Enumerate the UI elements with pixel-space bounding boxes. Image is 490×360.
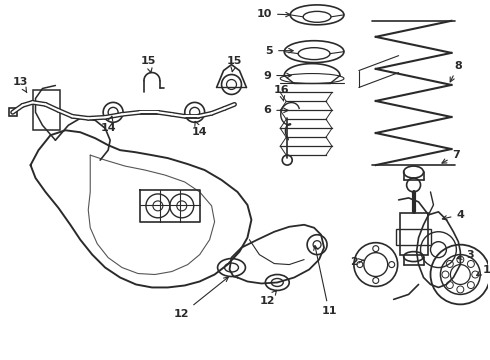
Bar <box>32 90 60 130</box>
Text: 14: 14 <box>192 121 207 137</box>
Bar <box>9 108 17 116</box>
Text: 3: 3 <box>457 249 474 260</box>
Text: 13: 13 <box>13 77 28 93</box>
Text: 4: 4 <box>442 210 465 220</box>
Text: 15: 15 <box>140 55 156 73</box>
Text: 15: 15 <box>227 55 242 72</box>
Text: 9: 9 <box>264 71 291 81</box>
Text: 14: 14 <box>100 116 116 133</box>
Text: 5: 5 <box>266 46 293 56</box>
Text: 10: 10 <box>257 9 290 19</box>
Text: 16: 16 <box>273 85 289 101</box>
Text: 6: 6 <box>264 105 288 115</box>
Text: 12: 12 <box>174 277 228 319</box>
Text: 2: 2 <box>350 257 364 267</box>
Bar <box>395 229 432 245</box>
Text: 1: 1 <box>477 265 490 275</box>
Text: 12: 12 <box>260 291 276 306</box>
Bar <box>400 213 427 255</box>
Text: 7: 7 <box>442 150 460 163</box>
Text: 11: 11 <box>314 246 337 316</box>
Text: 8: 8 <box>450 60 462 82</box>
